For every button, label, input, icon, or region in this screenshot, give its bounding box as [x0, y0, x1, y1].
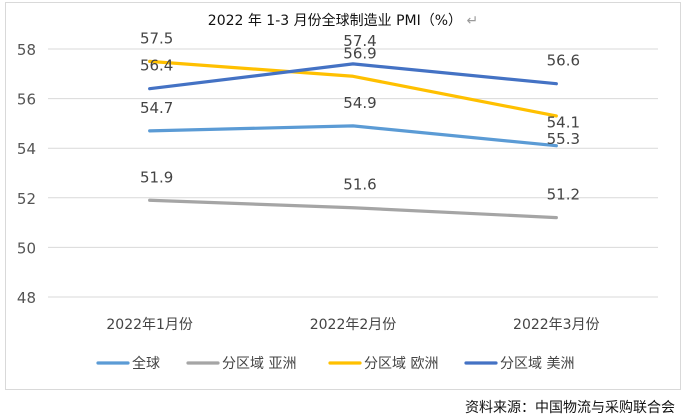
x-tick-label: 2022年3月份	[513, 317, 600, 333]
data-label: 56.4	[140, 57, 173, 75]
title-return-mark: ↵	[466, 13, 478, 29]
data-label: 57.5	[140, 29, 173, 47]
series-line	[148, 124, 558, 148]
series-line	[148, 59, 558, 118]
data-label: 51.6	[343, 176, 376, 194]
data-label: 55.3	[547, 130, 580, 148]
legend-label: 分区域 亚洲	[222, 356, 296, 372]
legend-label: 分区域 欧洲	[364, 356, 438, 372]
y-tick-label: 48	[17, 289, 36, 307]
data-label: 54.9	[343, 94, 376, 112]
legend-label: 分区域 美洲	[500, 356, 574, 372]
source-note: 资料来源：中国物流与采购联合会	[465, 400, 675, 416]
data-label: 54.1	[547, 114, 580, 132]
data-label: 56.6	[547, 52, 580, 70]
data-label: 51.2	[547, 186, 580, 204]
y-tick-label: 52	[17, 190, 36, 208]
series-line	[148, 198, 558, 220]
series-line	[148, 62, 558, 91]
y-tick-label: 50	[17, 239, 36, 257]
chart-frame	[5, 2, 681, 390]
data-label: 51.9	[140, 168, 173, 186]
y-tick-label: 56	[17, 91, 36, 109]
y-tick-label: 54	[17, 140, 36, 158]
data-label: 56.9	[343, 44, 376, 62]
data-label: 57.4	[343, 32, 376, 50]
legend-label: 全球	[132, 355, 160, 372]
x-tick-label: 2022年2月份	[310, 317, 397, 333]
data-label: 54.7	[140, 99, 173, 117]
chart-title: 2022 年 1-3 月份全球制造业 PMI（%） ↵	[208, 12, 478, 29]
x-tick-label: 2022年1月份	[106, 317, 193, 333]
y-tick-label: 58	[17, 41, 36, 59]
